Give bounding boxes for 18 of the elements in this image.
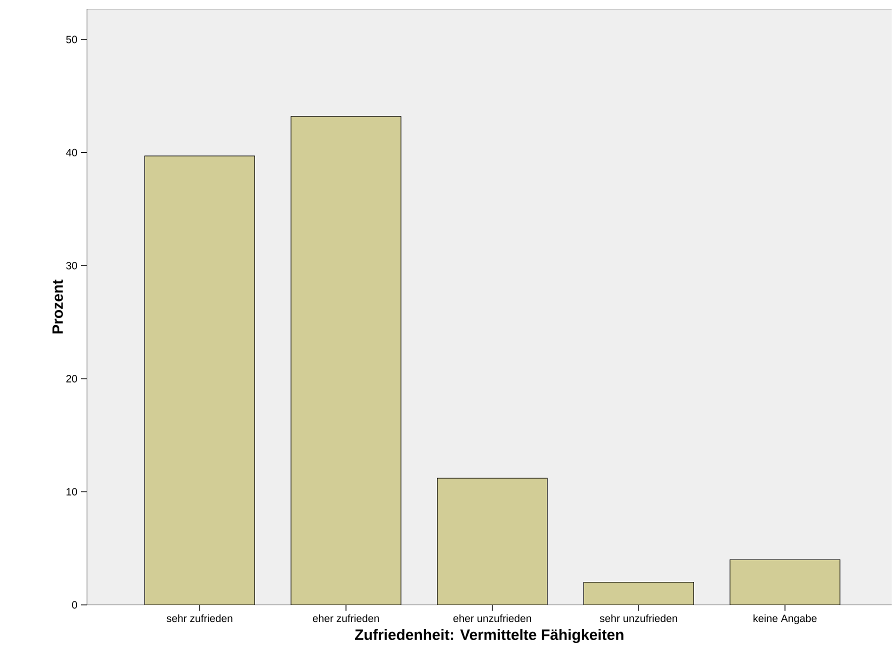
y-tick-label: 0 (72, 601, 78, 609)
x-tick-label: eher zufrieden (312, 614, 379, 622)
y-axis-title: Prozent (52, 280, 63, 334)
x-tick-label: keine Angabe (754, 614, 817, 624)
y-tick-label: 50 (66, 36, 78, 44)
y-tick-label: 10 (66, 488, 78, 496)
bar (144, 156, 255, 605)
bar (290, 116, 402, 605)
x-tick-label: sehr unzufrieden (600, 614, 678, 622)
x-tick-label: eher unzufrieden (453, 614, 532, 622)
bar (583, 582, 694, 605)
y-tick-label: 20 (66, 375, 78, 383)
bar (437, 478, 548, 605)
y-tick-label: 30 (66, 262, 78, 270)
x-tick-label: sehr zufrieden (166, 614, 232, 622)
y-tick-label: 40 (66, 148, 78, 156)
bar (730, 559, 840, 605)
x-axis-title: Zufriedenheit: Vermittelte Fähigkeiten (354, 629, 624, 644)
